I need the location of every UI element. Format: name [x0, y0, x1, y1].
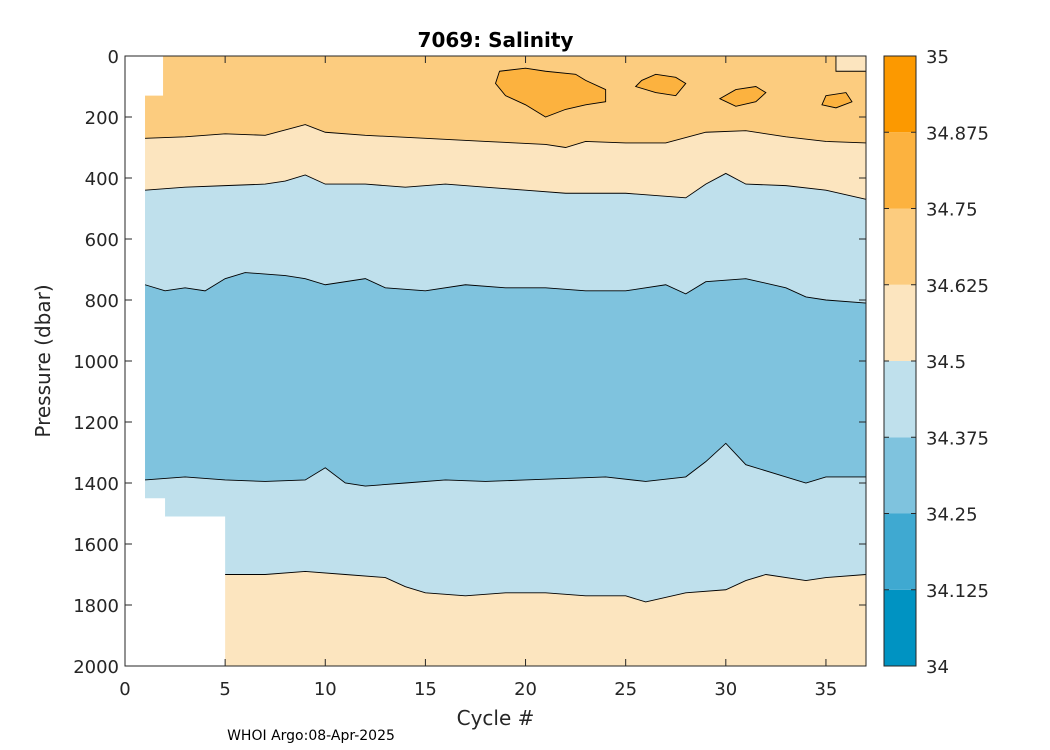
- salinity-band-2: [145, 173, 866, 304]
- contour-line-4: [144, 442, 866, 487]
- colorbar-swatch: [884, 132, 916, 209]
- colorbar-label: 34.125: [926, 581, 989, 602]
- contour-line-3: [144, 272, 867, 304]
- x-tick-label: 15: [414, 679, 437, 700]
- salinity-patch-3: [821, 92, 853, 109]
- salinity-band-5: [225, 571, 866, 666]
- y-tick-label: 400: [85, 169, 119, 190]
- contour-line-5: [225, 570, 867, 603]
- y-tick-label: 1400: [73, 474, 119, 495]
- colorbar-label: 34.375: [926, 428, 989, 449]
- chart-title: 7069: Salinity: [418, 28, 574, 52]
- salinity-bands: [144, 56, 867, 666]
- salinity-patch-0: [494, 67, 607, 118]
- colorbar-swatch: [884, 208, 916, 285]
- salinity-band-0: [145, 56, 866, 148]
- y-axis-label: Pressure (dbar): [31, 284, 55, 437]
- y-tick-label: 2000: [73, 657, 119, 678]
- colorbar-swatch: [884, 513, 916, 590]
- y-tick-label: 200: [85, 108, 119, 129]
- x-tick-label: 10: [314, 679, 337, 700]
- colorbar-label: 34: [926, 657, 949, 678]
- colorbar-swatch: [884, 361, 916, 438]
- x-tick-label: 20: [514, 679, 537, 700]
- salinity-patch-4: [835, 55, 867, 72]
- high-salinity-patches: [494, 55, 867, 118]
- y-tick-label: 0: [108, 47, 119, 68]
- plot-axes: 0 5 10 15 20 25 30 35 0 200 400 600 800 1000 1200 1400 1…: [73, 47, 867, 700]
- salinity-patch-1: [634, 73, 687, 97]
- colorbar-swatch: [884, 56, 916, 133]
- colorbar-swatch: [884, 589, 916, 666]
- x-tick-label: 30: [714, 679, 737, 700]
- y-tick-label: 1800: [73, 596, 119, 617]
- colorbar-label: 34.5: [926, 352, 966, 373]
- x-tick-label: 5: [219, 679, 230, 700]
- colorbar-label: 34.75: [926, 200, 978, 221]
- colorbar-label: 34.625: [926, 276, 989, 297]
- y-tick-label: 1200: [73, 413, 119, 434]
- contour-line-2: [144, 172, 867, 200]
- y-tick-label: 600: [85, 230, 119, 251]
- colorbar-label: 34.25: [926, 505, 978, 526]
- colorbar-label: 34.875: [926, 123, 989, 144]
- x-tick-label: 0: [119, 679, 130, 700]
- salinity-band-1: [145, 124, 866, 200]
- colorbar-swatch: [884, 284, 916, 361]
- contour-line-1: [145, 124, 867, 148]
- salinity-patch-2: [718, 86, 767, 107]
- colorbar-swatch: [884, 437, 916, 514]
- colorbar-label: 35: [926, 47, 949, 68]
- salinity-band-3: [145, 272, 866, 487]
- y-tick-label: 800: [85, 291, 119, 312]
- footer-credit: WHOI Argo:08-Apr-2025: [227, 728, 395, 744]
- colorbar: 34 34.125 34.25 34.375 34.5 34.625 34.75 34.875…: [883, 47, 989, 678]
- y-tick-label: 1000: [73, 352, 119, 373]
- x-tick-label: 35: [814, 679, 837, 700]
- y-tick-label: 1600: [73, 535, 119, 556]
- salinity-band-4: [145, 443, 866, 602]
- x-axis-label: Cycle #: [457, 706, 535, 730]
- x-tick-label: 25: [614, 679, 637, 700]
